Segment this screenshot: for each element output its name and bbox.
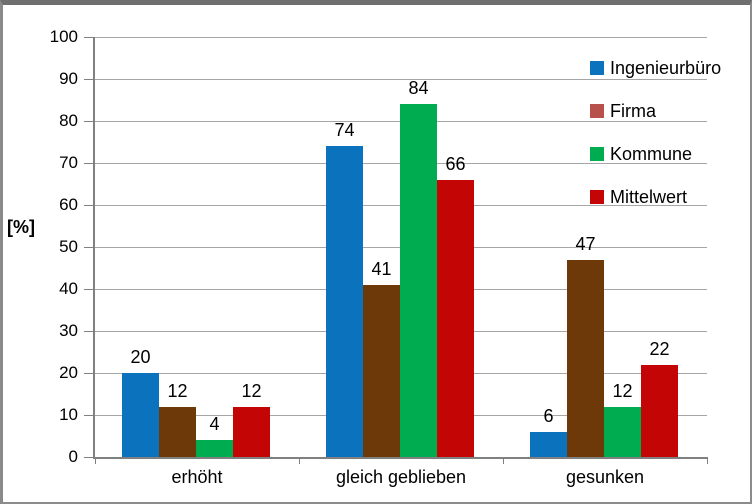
bar-value-label: 6 xyxy=(543,405,554,426)
gridline xyxy=(95,79,707,80)
x-tick-mark xyxy=(503,457,504,464)
bar xyxy=(530,431,567,457)
bar xyxy=(604,406,641,457)
bar-value-label: 47 xyxy=(575,233,596,254)
category-label: erhöht xyxy=(171,467,223,487)
bar xyxy=(363,284,400,457)
y-tick-label: 0 xyxy=(68,447,78,466)
y-tick-mark xyxy=(84,289,95,290)
x-tick-mark xyxy=(299,457,300,464)
legend-swatch xyxy=(590,190,604,204)
bar-value-label: 12 xyxy=(612,380,633,401)
y-tick-label: 40 xyxy=(59,279,78,298)
bar-value-label: 22 xyxy=(649,338,670,359)
gridline xyxy=(95,37,707,38)
bar xyxy=(437,179,474,457)
bar-value-label: 74 xyxy=(334,120,355,141)
y-tick-mark xyxy=(84,163,95,164)
bar xyxy=(641,364,678,457)
y-tick-label: 20 xyxy=(59,363,78,382)
x-axis xyxy=(93,457,707,459)
y-tick-mark xyxy=(84,247,95,248)
category-label: gesunken xyxy=(565,467,645,487)
y-tick-mark xyxy=(84,373,95,374)
y-tick-label: 70 xyxy=(59,153,78,172)
bar xyxy=(122,373,159,457)
bar xyxy=(233,406,270,457)
y-tick-label: 80 xyxy=(59,111,78,130)
legend-label: Kommune xyxy=(610,144,693,164)
y-tick-mark xyxy=(84,205,95,206)
bar xyxy=(196,440,233,457)
bar-value-label: 66 xyxy=(445,153,466,174)
y-tick-label: 50 xyxy=(59,237,78,256)
legend-item: Kommune xyxy=(590,143,692,165)
y-tick-mark xyxy=(84,79,95,80)
y-tick-label: 30 xyxy=(59,321,78,340)
y-tick-mark xyxy=(84,37,95,38)
bar xyxy=(326,146,363,457)
y-tick-mark xyxy=(84,457,95,458)
legend-label: Firma xyxy=(610,101,656,121)
y-tick-label: 60 xyxy=(59,195,78,214)
y-axis xyxy=(93,37,95,459)
y-tick-label: 100 xyxy=(49,27,78,46)
y-tick-label: 10 xyxy=(59,405,78,424)
bar-value-label: 12 xyxy=(167,380,188,401)
y-tick-mark xyxy=(84,415,95,416)
bar xyxy=(159,406,196,457)
category-label: gleich geblieben xyxy=(335,467,467,487)
y-tick-label: 90 xyxy=(59,69,78,88)
x-tick-mark xyxy=(707,457,708,464)
legend-item: Mittelwert xyxy=(590,186,687,208)
bar-value-label: 12 xyxy=(241,380,262,401)
legend-item: Ingenieurbüro xyxy=(590,57,721,79)
legend-swatch xyxy=(590,147,604,161)
bar-value-label: 4 xyxy=(209,414,220,435)
legend-label: Ingenieurbüro xyxy=(610,58,722,78)
bar-value-label: 20 xyxy=(130,347,151,367)
bar-value-label: 41 xyxy=(371,258,392,279)
legend-swatch xyxy=(590,104,604,118)
bar-value-label: 84 xyxy=(408,78,429,99)
bar xyxy=(400,104,437,457)
x-tick-mark xyxy=(95,457,96,464)
legend-swatch xyxy=(590,61,604,75)
y-tick-mark xyxy=(84,121,95,122)
bar xyxy=(567,259,604,457)
legend-item: Firma xyxy=(590,100,656,122)
y-tick-mark xyxy=(84,331,95,332)
y-axis-title: [%] xyxy=(7,217,35,237)
legend-label: Mittelwert xyxy=(610,187,688,207)
